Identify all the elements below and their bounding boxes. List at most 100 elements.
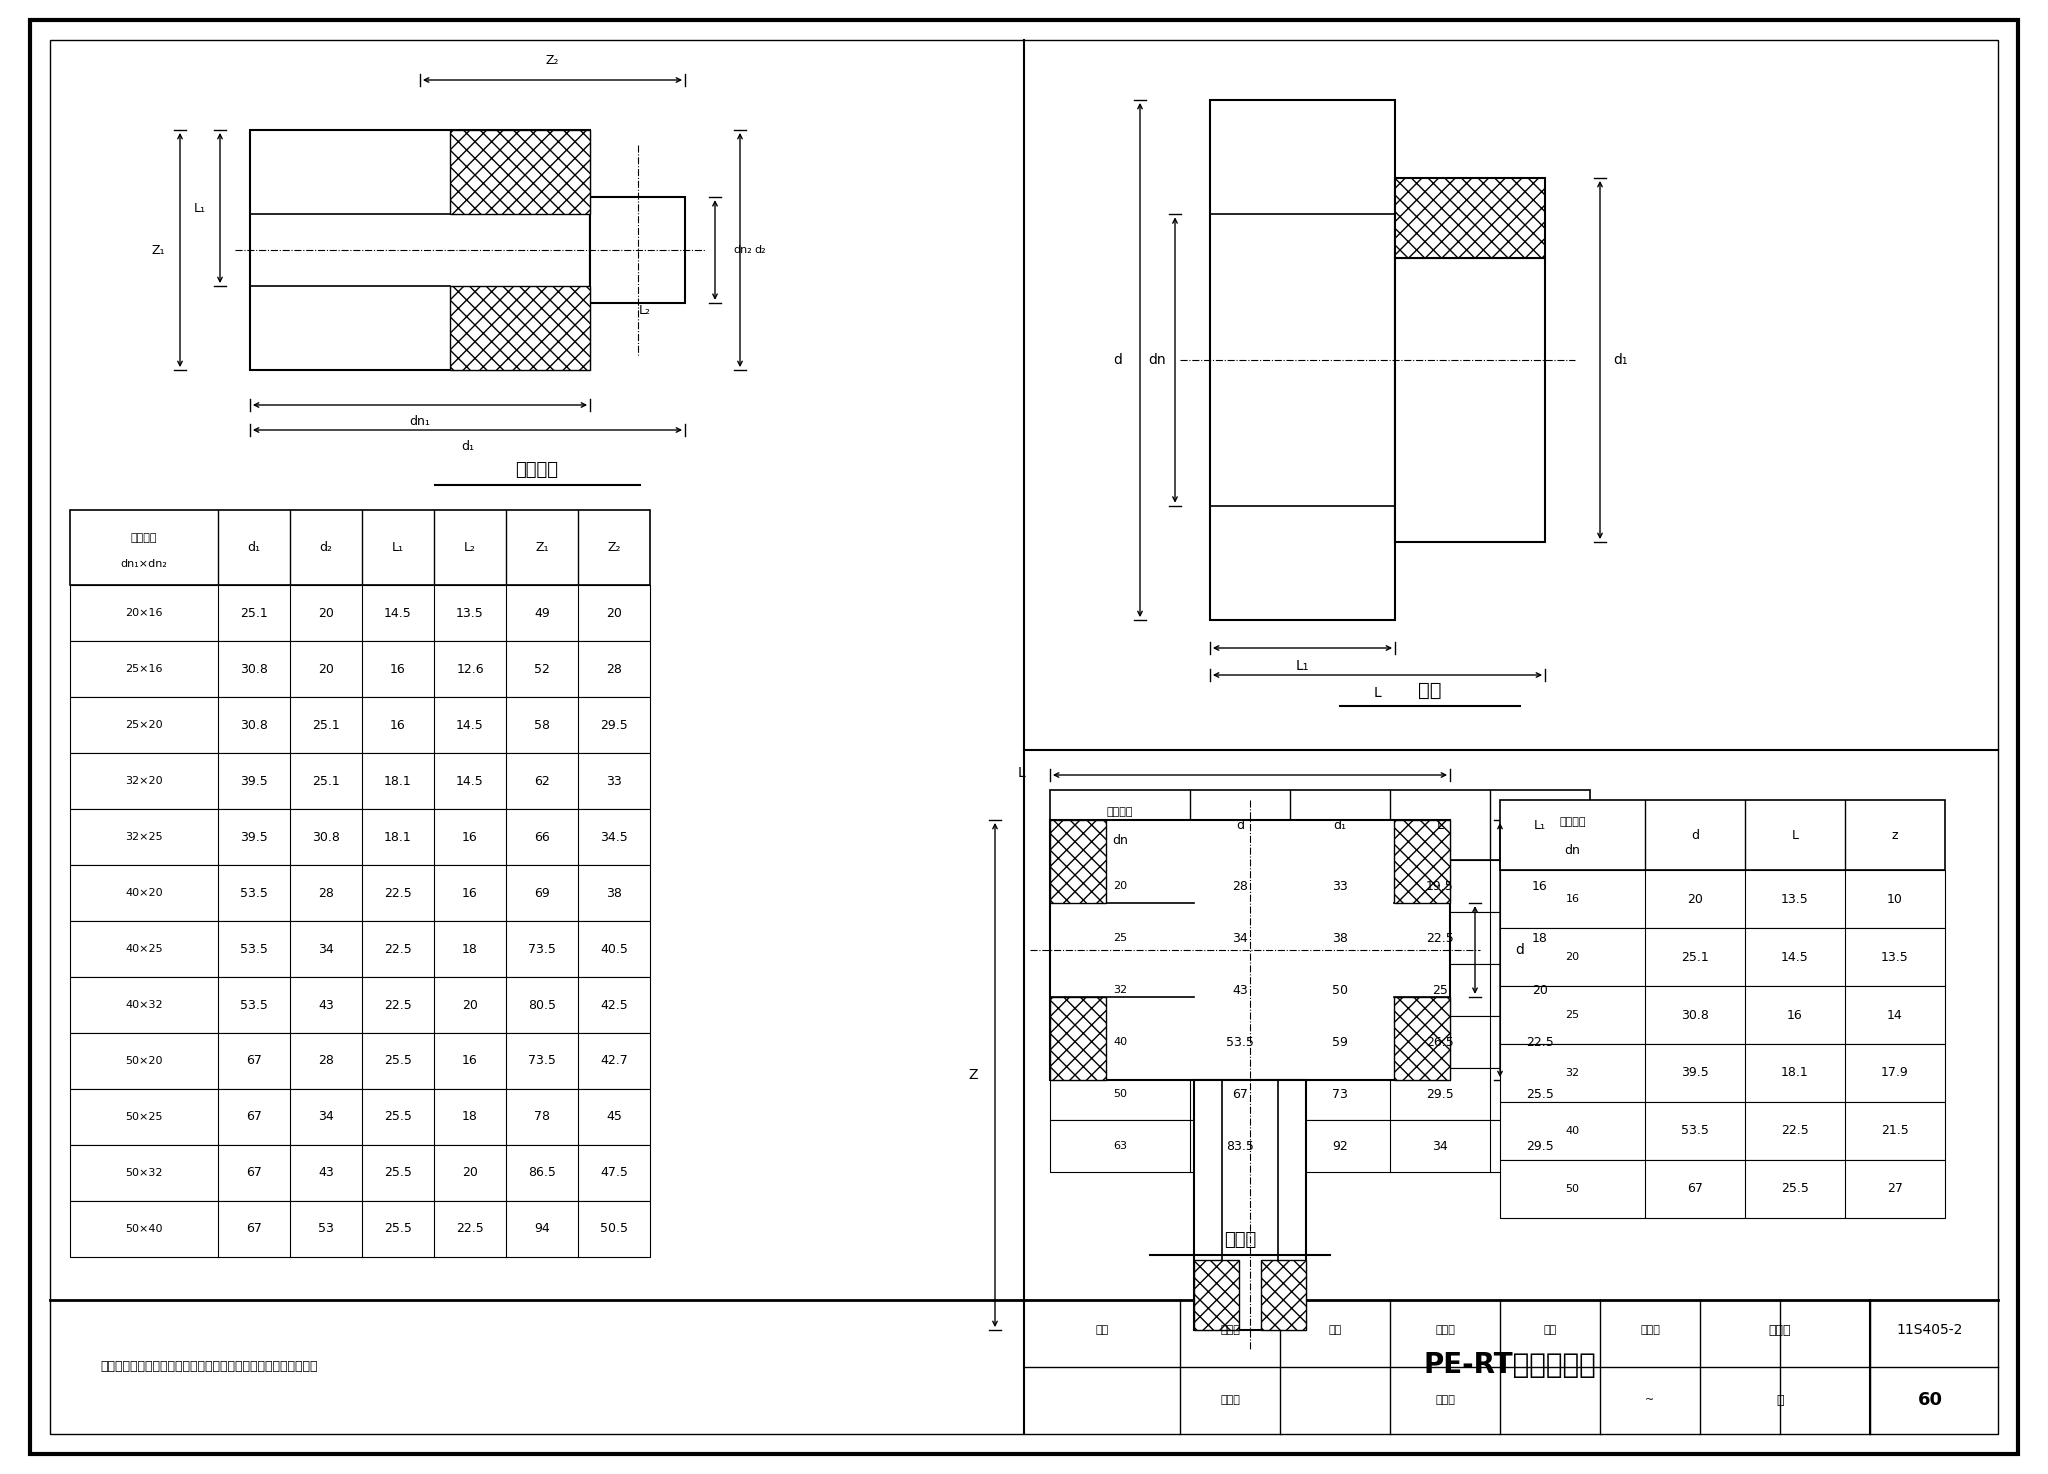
Text: 25: 25 — [1112, 933, 1126, 943]
Bar — [1499, 1103, 1946, 1160]
Bar — [1051, 1069, 1589, 1120]
Text: 陆丽妃: 陆丽妃 — [1640, 1325, 1661, 1335]
Bar — [1262, 1260, 1307, 1330]
Text: 14.5: 14.5 — [1782, 951, 1808, 964]
Text: 公称直径: 公称直径 — [131, 534, 158, 542]
Text: 66: 66 — [535, 830, 549, 843]
Text: 32×25: 32×25 — [125, 831, 162, 842]
Bar — [1395, 178, 1544, 258]
Text: 47.5: 47.5 — [600, 1166, 629, 1179]
Text: 22.5: 22.5 — [1782, 1125, 1808, 1138]
Text: 16: 16 — [389, 718, 406, 731]
Text: d₁: d₁ — [1333, 818, 1346, 831]
Text: 39.5: 39.5 — [240, 774, 268, 787]
Bar — [451, 130, 590, 214]
Text: L₁: L₁ — [1296, 659, 1309, 674]
Text: 33: 33 — [606, 774, 623, 787]
Text: L₂: L₂ — [639, 304, 651, 317]
Bar — [70, 809, 649, 865]
Text: 34: 34 — [317, 1110, 334, 1123]
Bar — [70, 1089, 649, 1145]
Text: 38: 38 — [606, 886, 623, 899]
Text: dn₁×dn₂: dn₁×dn₂ — [121, 559, 168, 569]
Text: 53.5: 53.5 — [1681, 1125, 1708, 1138]
Text: 32: 32 — [1565, 1069, 1579, 1077]
Text: 20: 20 — [463, 998, 477, 1011]
Text: 图集号: 图集号 — [1769, 1324, 1792, 1337]
Text: 说明：本图根据广东联塑科技实业有限公司提供的技术资料编制。: 说明：本图根据广东联塑科技实业有限公司提供的技术资料编制。 — [100, 1361, 317, 1374]
Text: PE-RT管件（二）: PE-RT管件（二） — [1423, 1352, 1595, 1380]
Bar — [1395, 820, 1450, 904]
Bar — [70, 921, 649, 977]
Bar — [70, 1201, 649, 1257]
Bar — [1051, 1120, 1589, 1172]
Bar — [1051, 964, 1589, 1016]
Text: 40×20: 40×20 — [125, 887, 162, 898]
Text: 20: 20 — [1112, 881, 1126, 890]
Text: 审中面: 审中面 — [1221, 1394, 1239, 1405]
Text: 16: 16 — [1532, 880, 1548, 892]
Text: 30.8: 30.8 — [240, 718, 268, 731]
Text: 25.5: 25.5 — [385, 1222, 412, 1235]
Text: 28: 28 — [317, 1054, 334, 1067]
Text: 83.5: 83.5 — [1227, 1139, 1253, 1153]
Text: 50: 50 — [1112, 1089, 1126, 1100]
Text: d: d — [1237, 818, 1243, 831]
Text: 67: 67 — [246, 1222, 262, 1235]
Text: 32: 32 — [1112, 985, 1126, 995]
Bar — [590, 198, 684, 302]
Text: 20: 20 — [1688, 892, 1704, 905]
Text: 18: 18 — [463, 942, 477, 955]
Bar — [1194, 1080, 1307, 1330]
Text: 14.5: 14.5 — [457, 774, 483, 787]
Text: 50: 50 — [1565, 1184, 1579, 1194]
Text: d: d — [1114, 352, 1122, 367]
Text: 50: 50 — [1331, 983, 1348, 996]
Text: 曲甲酉: 曲甲酉 — [1221, 1325, 1239, 1335]
Text: 公称直径: 公称直径 — [1559, 817, 1585, 827]
Text: dn: dn — [1565, 843, 1581, 856]
Text: 11S405-2: 11S405-2 — [1896, 1324, 1964, 1337]
Text: 62: 62 — [535, 774, 549, 787]
Text: 50×32: 50×32 — [125, 1167, 162, 1178]
Text: 20: 20 — [317, 606, 334, 619]
Text: 53.5: 53.5 — [240, 998, 268, 1011]
Text: 25.5: 25.5 — [1782, 1182, 1808, 1195]
Text: 73.5: 73.5 — [528, 942, 555, 955]
Bar — [250, 130, 590, 370]
Bar — [1051, 1016, 1589, 1069]
Text: 40×25: 40×25 — [125, 943, 162, 954]
Text: 18.1: 18.1 — [1782, 1067, 1808, 1079]
Text: L: L — [1374, 685, 1380, 700]
Text: 18.1: 18.1 — [385, 774, 412, 787]
Text: 94: 94 — [535, 1222, 549, 1235]
Text: 16: 16 — [463, 886, 477, 899]
Text: 43: 43 — [317, 1166, 334, 1179]
Text: 63: 63 — [1112, 1141, 1126, 1151]
Bar — [70, 585, 649, 641]
Text: 13.5: 13.5 — [1782, 892, 1808, 905]
Bar — [70, 697, 649, 753]
Text: ~: ~ — [1645, 1394, 1655, 1405]
Text: 29.5: 29.5 — [1425, 1088, 1454, 1101]
Text: d₁: d₁ — [1612, 352, 1628, 367]
Text: 40.5: 40.5 — [600, 942, 629, 955]
Text: 20: 20 — [606, 606, 623, 619]
Text: d₂: d₂ — [319, 541, 332, 554]
Bar — [451, 286, 590, 370]
Text: 19.5: 19.5 — [1425, 880, 1454, 892]
Text: 10: 10 — [1886, 892, 1903, 905]
Bar — [70, 1033, 649, 1089]
Text: 78: 78 — [535, 1110, 551, 1123]
Text: L₁: L₁ — [1534, 818, 1546, 831]
Text: 49: 49 — [535, 606, 549, 619]
Text: 38: 38 — [1331, 932, 1348, 945]
Bar — [70, 1145, 649, 1201]
Text: 25.1: 25.1 — [1681, 951, 1708, 964]
Text: 52: 52 — [535, 662, 551, 675]
Bar — [1051, 996, 1106, 1080]
Text: 18: 18 — [1532, 932, 1548, 945]
Text: 43: 43 — [1233, 983, 1247, 996]
Bar — [70, 865, 649, 921]
Text: 30.8: 30.8 — [311, 830, 340, 843]
